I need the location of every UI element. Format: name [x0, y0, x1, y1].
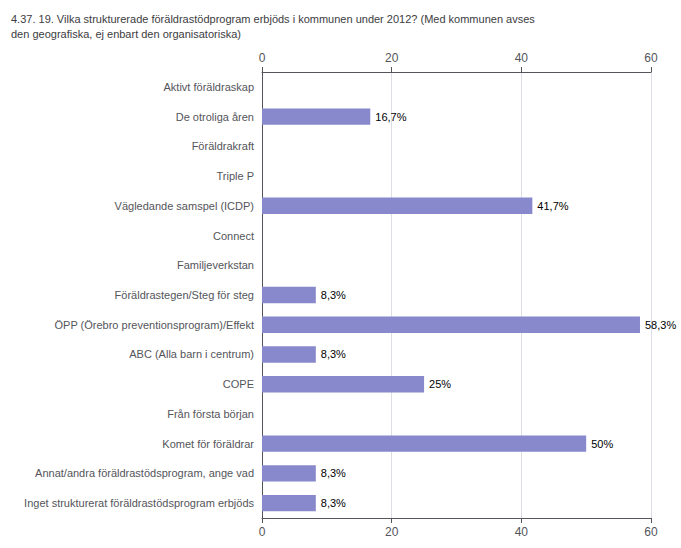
- svg-text:Annat/andra föräldrastödsprogr: Annat/andra föräldrastödsprogram, ange v…: [35, 467, 254, 479]
- svg-text:Föräldrastegen/Steg för steg: Föräldrastegen/Steg för steg: [115, 289, 254, 301]
- svg-text:50%: 50%: [591, 438, 613, 450]
- svg-text:De otroliga åren: De otroliga åren: [176, 111, 254, 123]
- svg-text:60: 60: [644, 51, 658, 65]
- svg-text:8,3%: 8,3%: [321, 289, 346, 301]
- svg-text:8,3%: 8,3%: [321, 467, 346, 479]
- svg-text:Vägledande samspel (ICDP): Vägledande samspel (ICDP): [115, 200, 254, 212]
- svg-text:ABC (Alla barn i centrum): ABC (Alla barn i centrum): [129, 348, 254, 360]
- svg-text:8,3%: 8,3%: [321, 497, 346, 509]
- svg-text:Föräldrakraft: Föräldrakraft: [192, 140, 254, 152]
- svg-text:Från första början: Från första början: [167, 408, 254, 420]
- svg-text:Triple P: Triple P: [217, 170, 255, 182]
- svg-text:den geografiska, ej enbart den: den geografiska, ej enbart den organisat…: [11, 28, 241, 40]
- svg-text:40: 40: [515, 51, 529, 65]
- svg-text:20: 20: [385, 51, 399, 65]
- svg-text:25%: 25%: [429, 378, 451, 390]
- svg-text:20: 20: [385, 525, 399, 539]
- svg-text:0: 0: [259, 51, 266, 65]
- svg-text:16,7%: 16,7%: [375, 111, 406, 123]
- svg-text:Connect: Connect: [213, 230, 254, 242]
- svg-text:COPE: COPE: [223, 378, 254, 390]
- svg-text:41,7%: 41,7%: [537, 200, 568, 212]
- svg-text:0: 0: [259, 525, 266, 539]
- svg-text:ÖPP (Örebro preventionsprogram: ÖPP (Örebro preventionsprogram)/Effekt: [54, 319, 254, 331]
- svg-text:Familjeverkstan: Familjeverkstan: [177, 259, 254, 271]
- svg-text:8,3%: 8,3%: [321, 348, 346, 360]
- svg-text:Komet för föräldrar: Komet för föräldrar: [162, 438, 254, 450]
- svg-text:4.37. 19. Vilka strukturerade: 4.37. 19. Vilka strukturerade föräldrast…: [11, 13, 535, 25]
- svg-text:40: 40: [515, 525, 529, 539]
- svg-text:60: 60: [644, 525, 658, 539]
- svg-text:Inget strukturerat föräldrastö: Inget strukturerat föräldrastödsprogram …: [24, 497, 254, 509]
- svg-text:Aktivt föräldraskap: Aktivt föräldraskap: [164, 81, 254, 93]
- svg-text:58,3%: 58,3%: [645, 319, 676, 331]
